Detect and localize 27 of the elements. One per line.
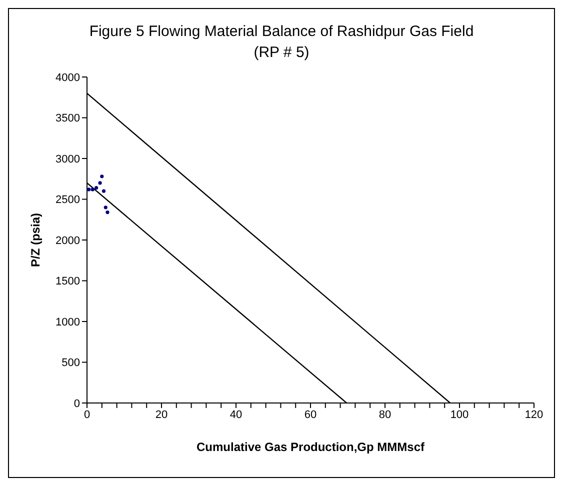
point [102, 189, 106, 193]
y-tick-label: 1000 [56, 316, 80, 328]
point [94, 186, 98, 190]
x-tick-label: 100 [450, 408, 469, 421]
x-tick-label: 20 [155, 408, 168, 421]
x-tick-label: 60 [304, 408, 317, 421]
x-tick-label: 120 [524, 408, 544, 421]
x-tick-label: 80 [378, 408, 392, 421]
y-tick-label: 2500 [56, 194, 80, 206]
y-tick-label: 2000 [56, 234, 80, 247]
y-tick-label: 3000 [56, 153, 80, 166]
y-tick-label: 3500 [56, 112, 80, 125]
point [98, 181, 102, 185]
y-tick-label: 4000 [56, 72, 80, 84]
x-tick-label: 0 [84, 408, 90, 421]
y-tick-label: 1500 [56, 276, 80, 288]
point [90, 188, 94, 192]
y-tick-label: 0 [74, 398, 80, 410]
x-tick-label: 40 [230, 408, 242, 421]
point [106, 210, 110, 214]
point [100, 174, 104, 178]
point [87, 188, 91, 192]
y-tick-label: 500 [62, 357, 80, 370]
chart-title: Figure 5 Flowing Material Balance of Rashidpur Gas Field (RP # 5) [88, 22, 475, 63]
point [104, 206, 108, 210]
x-axis-title: Cumulative Gas Production,Gp MMMscf [196, 440, 426, 454]
y-axis-title: P/Z (psia) [28, 212, 42, 268]
